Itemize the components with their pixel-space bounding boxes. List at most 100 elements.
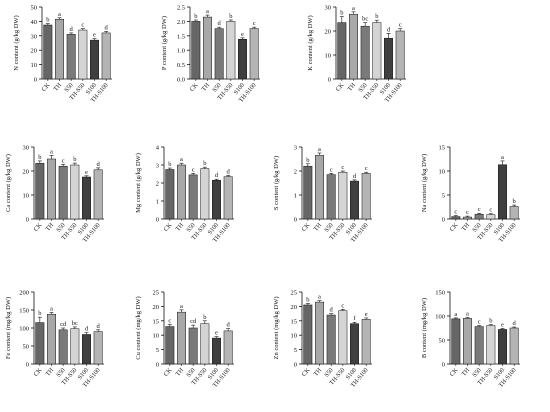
significance-letter: b — [73, 156, 76, 163]
x-tick-label: S50 — [357, 82, 369, 94]
bar — [47, 314, 56, 365]
bar — [93, 169, 103, 220]
x-tick-label: TH — [52, 81, 63, 92]
y-tick-label: 100 — [435, 314, 445, 321]
significance-letter: b — [38, 310, 41, 317]
bar — [82, 176, 91, 220]
significance-letter: d — [227, 168, 231, 175]
bar — [70, 164, 80, 220]
bar — [338, 171, 348, 220]
significance-letter: c — [365, 165, 368, 172]
y-tick-label: 1 — [156, 199, 159, 206]
x-tick-label: TH — [460, 221, 471, 232]
significance-letter: c — [466, 209, 469, 216]
significance-letter: b — [229, 13, 232, 20]
bar — [35, 322, 45, 365]
significance-letter: e — [215, 330, 218, 337]
significance-letter: b — [194, 13, 197, 20]
bar — [70, 328, 80, 365]
y-tick-label: 10 — [291, 333, 298, 340]
x-tick-label: TH — [460, 366, 471, 377]
significance-letter: a — [352, 5, 355, 12]
significance-letter: b — [46, 17, 49, 24]
x-tick-label: S50 — [323, 367, 335, 379]
y-tick-label: 1 — [294, 193, 297, 200]
y-tick-label: 200 — [19, 290, 29, 297]
y-tick-label: 150 — [19, 308, 29, 315]
significance-letter: cd — [60, 321, 67, 328]
significance-letter: e — [85, 169, 88, 176]
y-axis-title: P content (g/kg DW) — [161, 16, 168, 70]
significance-letter: d — [353, 173, 357, 180]
x-tick-label: S50 — [471, 222, 483, 234]
bar — [395, 30, 405, 80]
x-tick-label: CK — [40, 81, 51, 92]
bar — [474, 213, 484, 220]
y-tick-label: 0 — [34, 77, 37, 84]
y-tick-label: 5 — [156, 347, 159, 354]
significance-letter: a — [50, 148, 53, 155]
y-axis-title: Mg content (g/kg DW) — [135, 153, 142, 213]
significance-letter: bc — [72, 320, 78, 327]
y-tick-label: 20 — [153, 304, 160, 311]
bar — [58, 165, 68, 220]
x-tick-label: CK — [334, 81, 345, 92]
significance-letter: c — [81, 22, 84, 29]
bar — [101, 32, 111, 80]
y-tick-label: 50 — [31, 5, 38, 12]
significance-letter: c — [192, 166, 195, 173]
y-axis-title: Na content (g/kg DW) — [421, 154, 428, 212]
significance-letter: a — [58, 11, 61, 18]
bar — [249, 28, 259, 80]
y-tick-label: 30 — [31, 33, 38, 40]
y-tick-label: 1.5 — [177, 33, 185, 40]
y-axis-title: Cu content (mg/kg DW) — [135, 296, 142, 359]
bar — [47, 158, 56, 220]
y-tick-label: 0.5 — [177, 62, 185, 69]
y-tick-label: 10 — [23, 193, 30, 200]
y-tick-label: 50 — [23, 344, 30, 351]
y-tick-label: 150 — [435, 290, 445, 297]
x-tick-label: TH — [200, 81, 211, 92]
y-axis-title: Zn content (mg/kg DW) — [273, 297, 280, 360]
y-tick-label: 25 — [291, 290, 298, 297]
y-tick-label: 0 — [26, 362, 29, 369]
bar — [43, 24, 53, 80]
chart-panel: 0 5 10 15 20 25 Cu content (mg/kg DW) c CK a TH cd S… — [135, 290, 234, 389]
bar — [78, 29, 88, 80]
significance-letter: a — [318, 294, 321, 301]
x-tick-label: S50 — [185, 222, 197, 234]
y-tick-label: 0 — [156, 217, 159, 224]
y-tick-label: 40 — [31, 19, 38, 26]
bar — [486, 214, 496, 220]
bar — [177, 164, 186, 220]
x-tick-label: S50 — [185, 367, 197, 379]
bar — [463, 318, 472, 365]
y-tick-label: 20 — [291, 304, 298, 311]
y-tick-label: 0 — [294, 217, 297, 224]
y-tick-label: 4 — [156, 145, 160, 152]
significance-letter: d — [330, 307, 334, 314]
significance-letter: c — [330, 166, 333, 173]
bar — [350, 323, 359, 365]
significance-letter: c — [399, 22, 402, 29]
bar — [177, 311, 186, 365]
bar — [188, 174, 198, 220]
x-tick-label: S50 — [211, 82, 223, 94]
y-tick-label: 15 — [439, 145, 446, 152]
bar — [361, 319, 371, 365]
x-tick-label: TH — [174, 221, 185, 232]
bar — [212, 337, 221, 365]
bar — [349, 13, 358, 80]
y-tick-label: 10 — [325, 53, 332, 60]
bar — [338, 310, 348, 365]
x-tick-label: TH — [174, 366, 185, 377]
y-tick-label: 30 — [325, 5, 332, 12]
bar — [326, 314, 336, 365]
significance-letter: e — [501, 321, 504, 328]
significance-letter: f — [353, 315, 356, 322]
y-tick-label: 2 — [294, 169, 297, 176]
bar — [360, 25, 370, 80]
